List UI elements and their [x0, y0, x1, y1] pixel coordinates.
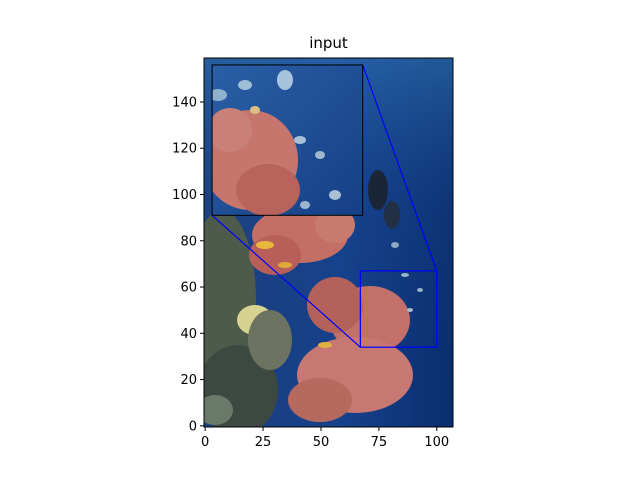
x-tick-label: 25 [255, 435, 272, 450]
inset-zoom-image [212, 64, 363, 216]
y-tick-label: 100 [172, 188, 197, 203]
chart-title: input [309, 34, 348, 52]
inset-axes-frame [211, 64, 364, 216]
x-axis: 0 25 50 75 100 [201, 427, 449, 450]
y-tick-label: 120 [172, 142, 197, 157]
main-axes-frame [203, 57, 454, 428]
y-axis: 0 20 40 60 80 100 120 140 [172, 95, 204, 434]
y-tick-label: 60 [180, 281, 197, 296]
x-tick-label: 75 [371, 435, 388, 450]
zoom-region-box [359, 270, 438, 348]
x-tick-label: 0 [201, 435, 209, 450]
y-tick-label: 80 [180, 234, 197, 249]
zoom-connector-bottom [211, 214, 361, 348]
x-tick-label: 100 [424, 435, 449, 450]
y-tick-label: 20 [180, 373, 197, 388]
x-tick-label: 50 [313, 435, 330, 450]
y-tick-label: 40 [180, 327, 197, 342]
zoom-connector-top [362, 64, 438, 272]
y-tick-label: 140 [172, 95, 197, 110]
y-tick-label: 0 [189, 419, 197, 434]
zoom-annotations [211, 64, 438, 348]
